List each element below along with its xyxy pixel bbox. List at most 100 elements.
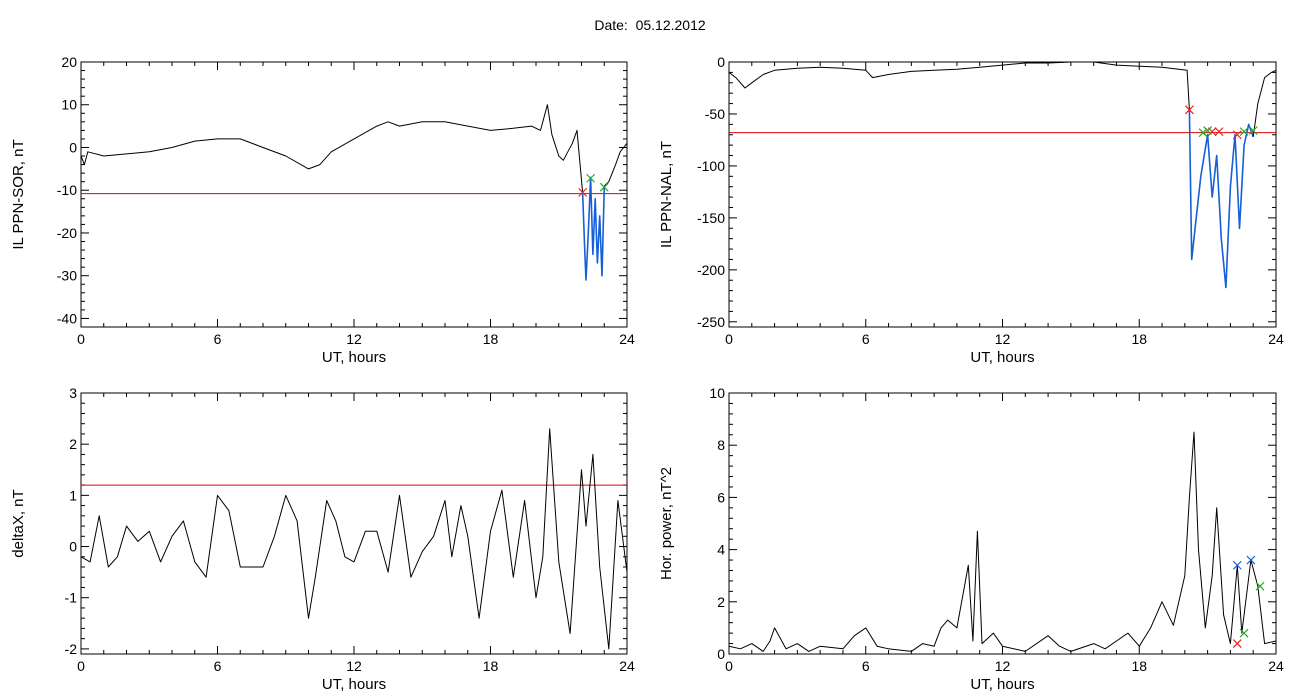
tail-line	[1252, 69, 1276, 137]
y-axis-title: Hor. power, nT^2	[658, 467, 675, 580]
panel-1: 0 6 12 18 24 -40 -30 -20 -10 0 10 20 UT, hours IL PPN…	[10, 54, 635, 366]
marker-red	[1214, 127, 1224, 137]
marker-red	[1184, 105, 1194, 115]
x-tick-label: 24	[619, 658, 635, 674]
marker-blue	[1246, 555, 1256, 565]
x-tick-label: 12	[995, 331, 1011, 347]
x-tick-label: 6	[214, 658, 222, 674]
series-line-1	[81, 428, 627, 650]
y-tick-label: -150	[697, 210, 725, 226]
y-tick-label: -30	[57, 268, 77, 284]
y-tick-label: 10	[709, 385, 725, 401]
y-tick-label: 8	[717, 437, 725, 453]
plot-area	[729, 431, 1276, 652]
marker-green	[1239, 628, 1249, 638]
marker-stroke	[599, 182, 609, 192]
marker-blue	[1232, 560, 1242, 570]
x-tick-label: 12	[346, 658, 362, 674]
plot-area	[81, 104, 627, 281]
x-tick-label: 24	[1268, 331, 1284, 347]
x-tick-label: 18	[1131, 658, 1147, 674]
y-tick-label: 10	[61, 97, 77, 113]
marker-stroke	[578, 187, 588, 197]
series-line-1	[729, 62, 1190, 110]
marker-stroke	[1232, 639, 1242, 648]
marker-stroke	[1198, 128, 1208, 138]
marker-stroke	[1246, 555, 1256, 565]
x-tick-label: 24	[1268, 658, 1284, 674]
y-axis-title: IL PPN-SOR, nT	[10, 139, 27, 249]
x-tick-label: 12	[346, 331, 362, 347]
marker-stroke	[1214, 127, 1224, 137]
marker-stroke	[1248, 126, 1258, 136]
date-label: Date:	[594, 17, 628, 33]
marker-stroke	[1232, 130, 1242, 140]
marker-stroke	[586, 173, 596, 183]
panel-2: 0 6 12 18 24 -250 -200 -150 -100 -50 0 UT, hours IL …	[658, 54, 1284, 366]
y-tick-label: -50	[705, 106, 725, 122]
marker-stroke	[1232, 560, 1242, 570]
x-axis-title: UT, hours	[970, 349, 1034, 366]
marker-green	[1198, 128, 1208, 138]
series-line-1	[729, 431, 1276, 652]
plot-frame	[80, 392, 628, 655]
marker-stroke	[1255, 581, 1265, 591]
marker-red	[1232, 130, 1242, 140]
y-tick-label: 0	[717, 54, 725, 70]
marker-green	[1248, 126, 1258, 136]
y-tick-label: -100	[697, 158, 725, 174]
marker-red	[578, 187, 588, 197]
marker-green	[599, 182, 609, 192]
y-tick-label: -250	[697, 314, 725, 330]
date-value: 05.12.2012	[635, 17, 706, 33]
y-tick-label: -20	[57, 225, 77, 241]
x-tick-label: 0	[725, 658, 733, 674]
y-tick-label: -40	[57, 310, 77, 326]
plot-frame	[80, 61, 628, 328]
y-tick-label: -10	[57, 182, 77, 198]
series-line-1	[81, 104, 584, 193]
x-tick-label: 6	[862, 658, 870, 674]
y-tick-label: 2	[69, 436, 77, 452]
y-tick-label: 6	[717, 489, 725, 505]
y-tick-label: 1	[69, 487, 77, 503]
x-tick-label: 18	[1131, 331, 1147, 347]
marker-stroke	[1207, 127, 1217, 137]
y-tick-label: 0	[717, 646, 725, 662]
x-axis-title: UT, hours	[322, 349, 386, 366]
marker-stroke	[1239, 127, 1249, 137]
date-header: Date: 05.12.2012	[0, 17, 1300, 33]
marker-green	[586, 173, 596, 183]
y-tick-label: 0	[69, 539, 77, 555]
y-tick-label: -1	[65, 590, 78, 606]
y-tick-label: 4	[717, 542, 725, 558]
marker-stroke	[1184, 105, 1194, 115]
x-tick-label: 0	[725, 331, 733, 347]
x-tick-label: 0	[77, 331, 85, 347]
x-tick-label: 12	[995, 658, 1011, 674]
highlight-line	[581, 176, 606, 281]
marker-stroke	[1203, 126, 1213, 136]
x-axis-title: UT, hours	[322, 676, 386, 693]
marker-red	[1232, 639, 1242, 648]
plot-area	[81, 428, 627, 650]
highlight-line	[1188, 109, 1254, 289]
x-tick-label: 24	[619, 331, 635, 347]
y-tick-label: 0	[69, 139, 77, 155]
tail-line	[603, 142, 627, 187]
marker-green	[1255, 581, 1265, 591]
x-tick-label: 6	[862, 331, 870, 347]
x-tick-label: 18	[483, 331, 499, 347]
y-tick-label: 2	[717, 594, 725, 610]
y-tick-label: -2	[65, 641, 78, 657]
x-tick-label: 6	[214, 331, 222, 347]
y-tick-label: 20	[61, 54, 77, 70]
plot-area	[729, 62, 1276, 289]
x-tick-label: 0	[77, 658, 85, 674]
x-tick-label: 18	[483, 658, 499, 674]
plot-frame	[728, 61, 1277, 328]
marker-stroke	[1239, 628, 1249, 638]
marker-green	[1239, 127, 1249, 137]
marker-green	[1203, 126, 1213, 136]
